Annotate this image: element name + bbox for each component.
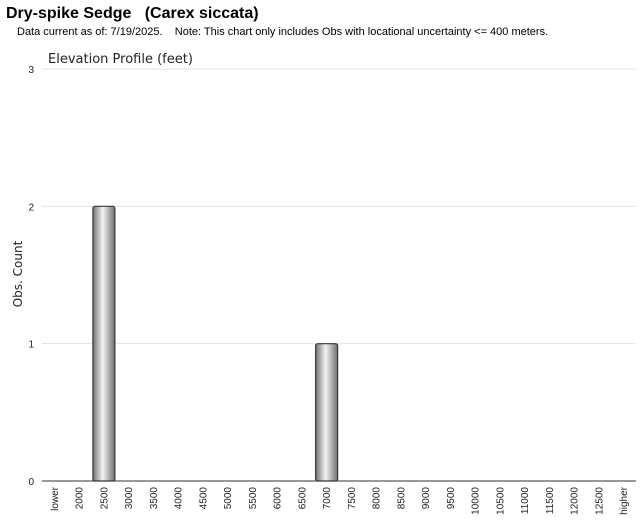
x-tick-label: 6500: [297, 487, 308, 510]
x-tick-label: 2000: [75, 487, 86, 510]
x-tick-label: 6000: [273, 487, 284, 510]
x-tick-label: 7500: [347, 487, 358, 510]
x-tick-label: 11500: [545, 487, 556, 515]
x-tick-label: 3500: [149, 487, 160, 510]
x-tick-label: 8500: [396, 487, 407, 510]
x-tick-label: 10000: [471, 487, 482, 515]
grid-lines: [42, 68, 636, 345]
x-tick-label: 12500: [594, 487, 605, 515]
y-tick-label: 1: [28, 340, 34, 351]
x-tick-label: 5000: [223, 487, 234, 510]
y-tick-label: 3: [28, 65, 34, 76]
bars: [92, 205, 339, 482]
data-note: Data current as of: 7/19/2025. Note: Thi…: [17, 26, 549, 38]
x-tick-label: 8000: [372, 487, 383, 510]
x-tick-label: 3000: [124, 487, 135, 510]
x-tick-labels: lower 2000 2500 3000 3500 4000 4500 5000 5500 600…: [50, 486, 630, 514]
y-tick-label: 2: [28, 202, 34, 213]
x-tick-label: 9000: [421, 487, 432, 510]
x-tick-label: 12000: [570, 487, 581, 515]
x-tick-label: 4000: [174, 487, 185, 510]
y-axis-label: Obs. Count: [11, 240, 25, 307]
x-tick-label: 7000: [322, 487, 333, 510]
chart-title: Elevation Profile (feet): [48, 52, 193, 67]
y-tick-labels: 0 1 2 3: [28, 65, 34, 488]
x-tick-label: 11000: [520, 487, 531, 515]
x-tick-label: 9500: [446, 487, 457, 510]
x-tick-label: 2500: [99, 487, 110, 510]
x-tick-label: 5500: [248, 487, 259, 510]
x-tick-label: 10500: [495, 487, 506, 515]
x-tick-label: 4500: [198, 487, 209, 510]
x-tick-label: higher: [619, 486, 630, 514]
bar: [92, 205, 116, 482]
bar: [315, 343, 339, 482]
page-title: Dry-spike Sedge (Carex siccata): [6, 5, 259, 22]
x-tick-label: lower: [50, 486, 61, 511]
y-tick-label: 0: [28, 477, 34, 488]
